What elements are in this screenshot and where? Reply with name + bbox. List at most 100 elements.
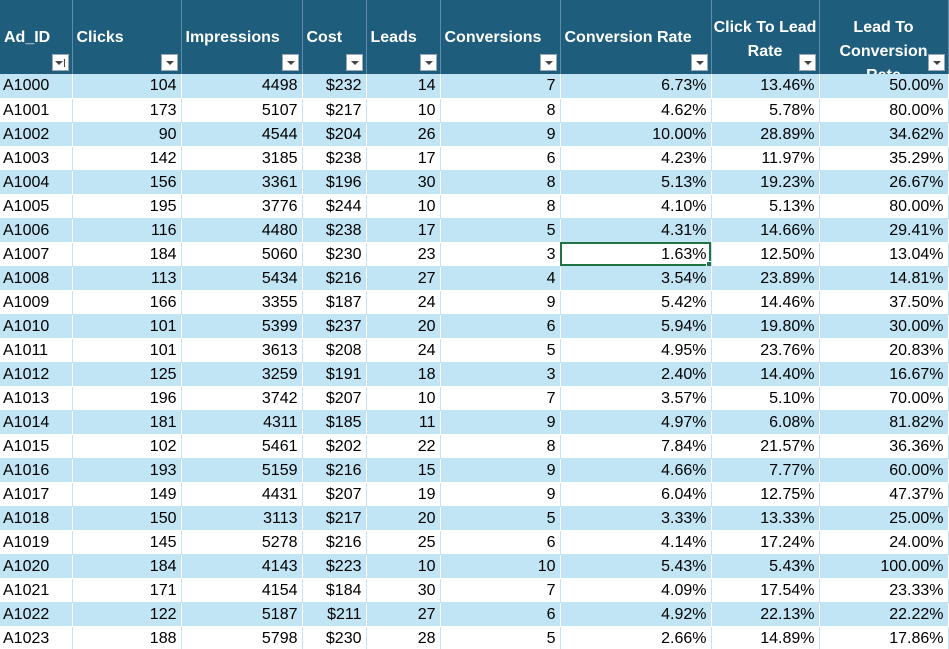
- table-cell[interactable]: 10: [366, 554, 441, 579]
- table-cell[interactable]: 9: [440, 290, 561, 315]
- table-cell[interactable]: A1022: [0, 602, 73, 627]
- table-cell[interactable]: 30.00%: [819, 314, 949, 339]
- table-cell[interactable]: 5187: [181, 602, 303, 627]
- table-cell[interactable]: 5: [440, 218, 561, 243]
- table-cell[interactable]: A1023: [0, 626, 73, 649]
- table-cell[interactable]: 14.66%: [711, 218, 820, 243]
- table-cell[interactable]: 195: [72, 194, 182, 219]
- table-cell[interactable]: A1008: [0, 266, 73, 291]
- table-cell[interactable]: 101: [72, 338, 182, 363]
- table-cell[interactable]: 25: [366, 530, 441, 555]
- table-cell[interactable]: 28: [366, 626, 441, 649]
- table-cell[interactable]: 6: [440, 314, 561, 339]
- table-cell[interactable]: 23.76%: [711, 338, 820, 363]
- table-cell[interactable]: 10: [366, 194, 441, 219]
- column-header[interactable]: Click To Lead Rate: [711, 0, 820, 74]
- table-cell[interactable]: 14.89%: [711, 626, 820, 649]
- table-cell[interactable]: 11.97%: [711, 146, 820, 171]
- table-cell[interactable]: 5.78%: [711, 98, 820, 123]
- table-cell[interactable]: 47.37%: [819, 482, 949, 507]
- table-cell[interactable]: 2.66%: [560, 626, 712, 649]
- column-header[interactable]: Impressions: [181, 0, 303, 74]
- table-cell[interactable]: 26.67%: [819, 170, 949, 195]
- table-cell[interactable]: 16.67%: [819, 362, 949, 387]
- table-cell[interactable]: 4431: [181, 482, 303, 507]
- table-cell[interactable]: 3: [440, 242, 561, 267]
- table-cell[interactable]: $238: [302, 146, 367, 171]
- table-cell[interactable]: 25.00%: [819, 506, 949, 531]
- filter-dropdown-icon[interactable]: [419, 54, 437, 71]
- table-cell[interactable]: A1014: [0, 410, 73, 435]
- table-cell[interactable]: 17.54%: [711, 578, 820, 603]
- table-cell[interactable]: 4480: [181, 218, 303, 243]
- table-cell[interactable]: A1001: [0, 98, 73, 123]
- table-cell[interactable]: $230: [302, 242, 367, 267]
- table-cell[interactable]: 4154: [181, 578, 303, 603]
- table-cell[interactable]: 4143: [181, 554, 303, 579]
- table-cell[interactable]: A1010: [0, 314, 73, 339]
- table-cell[interactable]: $217: [302, 506, 367, 531]
- table-cell[interactable]: 113: [72, 266, 182, 291]
- table-cell[interactable]: $216: [302, 458, 367, 483]
- column-header[interactable]: Conversions: [440, 0, 561, 74]
- filter-dropdown-icon[interactable]: [927, 54, 945, 71]
- table-cell[interactable]: $202: [302, 434, 367, 459]
- table-cell[interactable]: $196: [302, 170, 367, 195]
- table-cell[interactable]: 4.95%: [560, 338, 712, 363]
- table-cell[interactable]: $208: [302, 338, 367, 363]
- table-cell[interactable]: 149: [72, 482, 182, 507]
- table-cell[interactable]: 3185: [181, 146, 303, 171]
- table-cell[interactable]: 6: [440, 602, 561, 627]
- table-cell[interactable]: 4.31%: [560, 218, 712, 243]
- table-cell[interactable]: $207: [302, 482, 367, 507]
- table-cell[interactable]: 4.10%: [560, 194, 712, 219]
- table-cell[interactable]: A1013: [0, 386, 73, 411]
- table-cell[interactable]: 5060: [181, 242, 303, 267]
- table-cell[interactable]: A1006: [0, 218, 73, 243]
- table-cell[interactable]: 17.24%: [711, 530, 820, 555]
- table-cell[interactable]: 116: [72, 218, 182, 243]
- table-cell[interactable]: 13.46%: [711, 74, 820, 99]
- table-cell[interactable]: 14.40%: [711, 362, 820, 387]
- table-cell[interactable]: 10: [366, 98, 441, 123]
- table-cell[interactable]: 181: [72, 410, 182, 435]
- table-cell[interactable]: 125: [72, 362, 182, 387]
- table-cell[interactable]: $211: [302, 602, 367, 627]
- table-cell[interactable]: 196: [72, 386, 182, 411]
- table-cell[interactable]: 100.00%: [819, 554, 949, 579]
- table-cell[interactable]: 19.23%: [711, 170, 820, 195]
- column-header[interactable]: Clicks: [72, 0, 182, 74]
- table-cell[interactable]: A1012: [0, 362, 73, 387]
- table-cell[interactable]: A1020: [0, 554, 73, 579]
- table-cell[interactable]: 19.80%: [711, 314, 820, 339]
- table-cell[interactable]: 11: [366, 410, 441, 435]
- filter-dropdown-icon[interactable]: [690, 54, 708, 71]
- table-cell[interactable]: 104: [72, 74, 182, 99]
- table-cell[interactable]: A1016: [0, 458, 73, 483]
- table-cell[interactable]: 26: [366, 122, 441, 147]
- table-cell[interactable]: 5798: [181, 626, 303, 649]
- table-cell[interactable]: 6: [440, 146, 561, 171]
- table-cell[interactable]: 35.29%: [819, 146, 949, 171]
- table-cell[interactable]: $223: [302, 554, 367, 579]
- table-cell[interactable]: 5278: [181, 530, 303, 555]
- table-cell[interactable]: 30: [366, 170, 441, 195]
- table-cell[interactable]: 22: [366, 434, 441, 459]
- table-cell[interactable]: 13.04%: [819, 242, 949, 267]
- table-cell[interactable]: 3113: [181, 506, 303, 531]
- table-cell[interactable]: 70.00%: [819, 386, 949, 411]
- table-cell[interactable]: 80.00%: [819, 98, 949, 123]
- table-cell[interactable]: 50.00%: [819, 74, 949, 99]
- table-cell[interactable]: A1005: [0, 194, 73, 219]
- table-cell[interactable]: 5.42%: [560, 290, 712, 315]
- table-cell[interactable]: 5.10%: [711, 386, 820, 411]
- table-cell[interactable]: 4.14%: [560, 530, 712, 555]
- table-cell[interactable]: 5399: [181, 314, 303, 339]
- table-cell[interactable]: 23.89%: [711, 266, 820, 291]
- table-cell[interactable]: 19: [366, 482, 441, 507]
- column-header[interactable]: Lead To Conversion Rate: [819, 0, 949, 74]
- column-header[interactable]: Ad_ID: [0, 0, 73, 74]
- table-cell[interactable]: 173: [72, 98, 182, 123]
- table-cell[interactable]: 14.46%: [711, 290, 820, 315]
- table-cell[interactable]: 156: [72, 170, 182, 195]
